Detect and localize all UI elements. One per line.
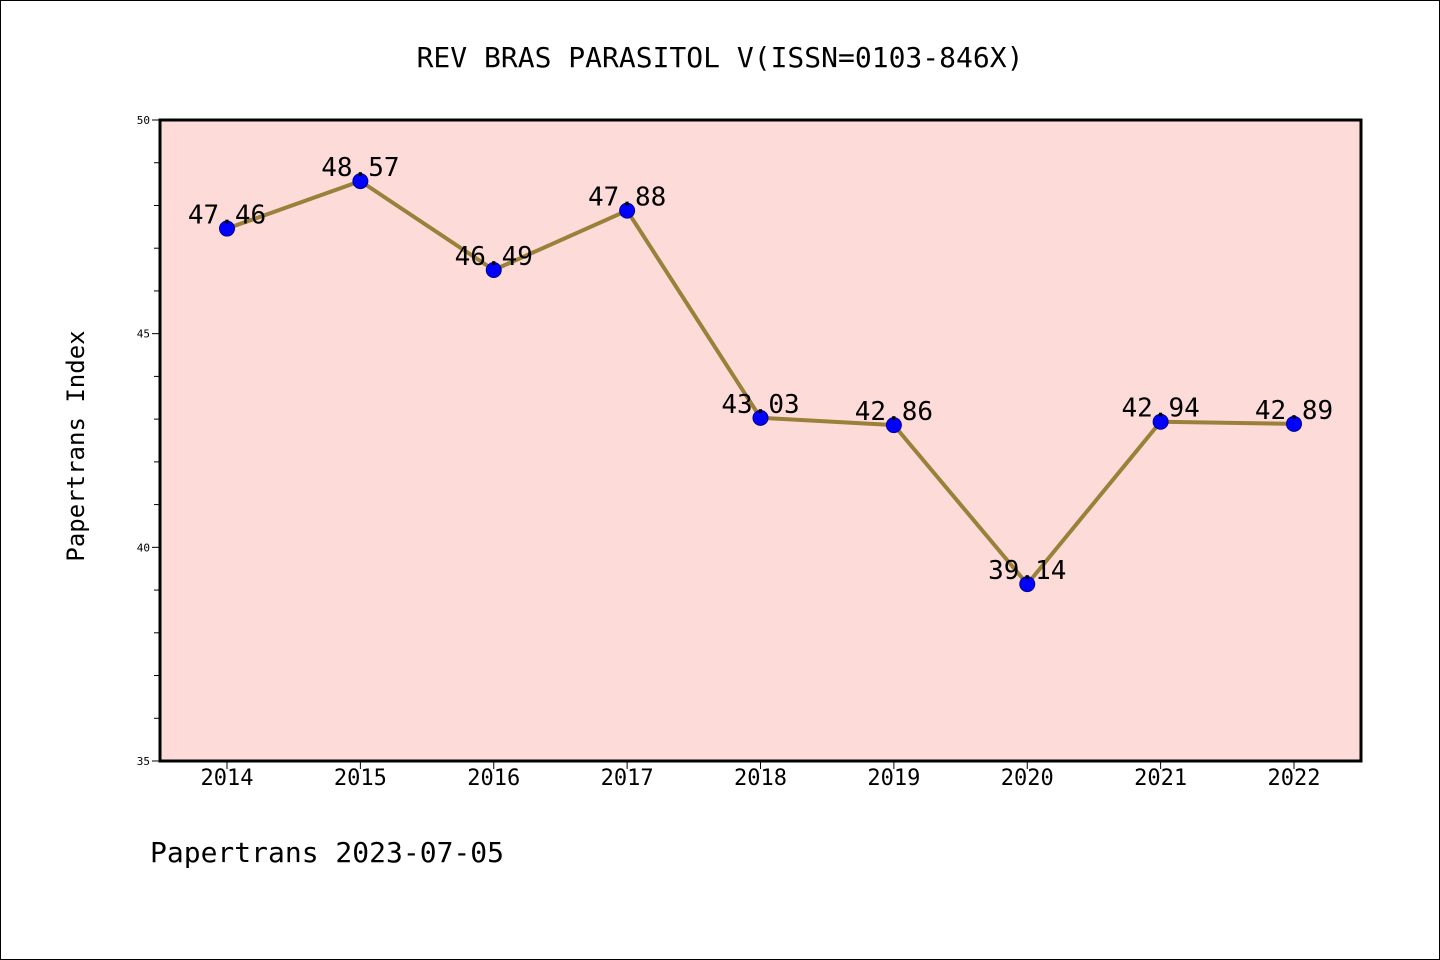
data-label: 48.57 [321, 153, 399, 183]
data-label: 42.94 [1121, 394, 1199, 424]
data-label: 47.88 [588, 183, 666, 213]
data-point [219, 220, 235, 237]
data-point [885, 417, 902, 434]
x-tick-label: 2014 [201, 766, 254, 791]
chart-title: REV BRAS PARASITOL V(ISSN=0103-846X) [417, 41, 1024, 74]
y-tick-label: 35 [137, 755, 150, 768]
x-tick-label: 2017 [601, 766, 654, 791]
data-point [1019, 576, 1036, 593]
y-tick-label: 45 [137, 328, 150, 341]
data-point [485, 261, 502, 278]
y-axis-label: Papertrans Index [62, 330, 90, 561]
data-label: 42.86 [855, 397, 933, 427]
y-axis-ticks: 35 40 45 50 [137, 114, 160, 768]
data-point [352, 173, 369, 190]
y-tick-label: 40 [137, 541, 150, 554]
x-tick-label: 2020 [1001, 766, 1054, 791]
data-point [619, 202, 636, 219]
data-label: 39.14 [988, 556, 1066, 586]
x-tick-label: 2022 [1268, 766, 1321, 791]
data-point [1286, 415, 1302, 432]
data-point [752, 409, 769, 426]
data-label: 42.89 [1255, 396, 1333, 426]
plot-area [158, 118, 1363, 763]
x-tick-label: 2018 [734, 766, 787, 791]
x-axis-ticks: 2014 2015 2016 2017 2018 2019 2020 2021 2022 [201, 761, 1321, 791]
x-tick-label: 2021 [1134, 766, 1187, 791]
data-label: 46.49 [455, 242, 533, 272]
x-tick-label: 2019 [867, 766, 920, 791]
data-label: 47.46 [188, 201, 266, 231]
y-tick-label: 50 [137, 114, 150, 127]
x-tick-label: 2016 [467, 766, 520, 791]
data-point [1152, 413, 1169, 430]
x-tick-label: 2015 [334, 766, 387, 791]
data-labels: 47.46 48.57 46.49 47.88 43.03 42.86 39.14 42.94… [188, 153, 1333, 586]
footer-text: Papertrans 2023-07-05 [150, 836, 505, 869]
data-markers [219, 173, 1302, 593]
data-label: 43.03 [721, 390, 799, 420]
